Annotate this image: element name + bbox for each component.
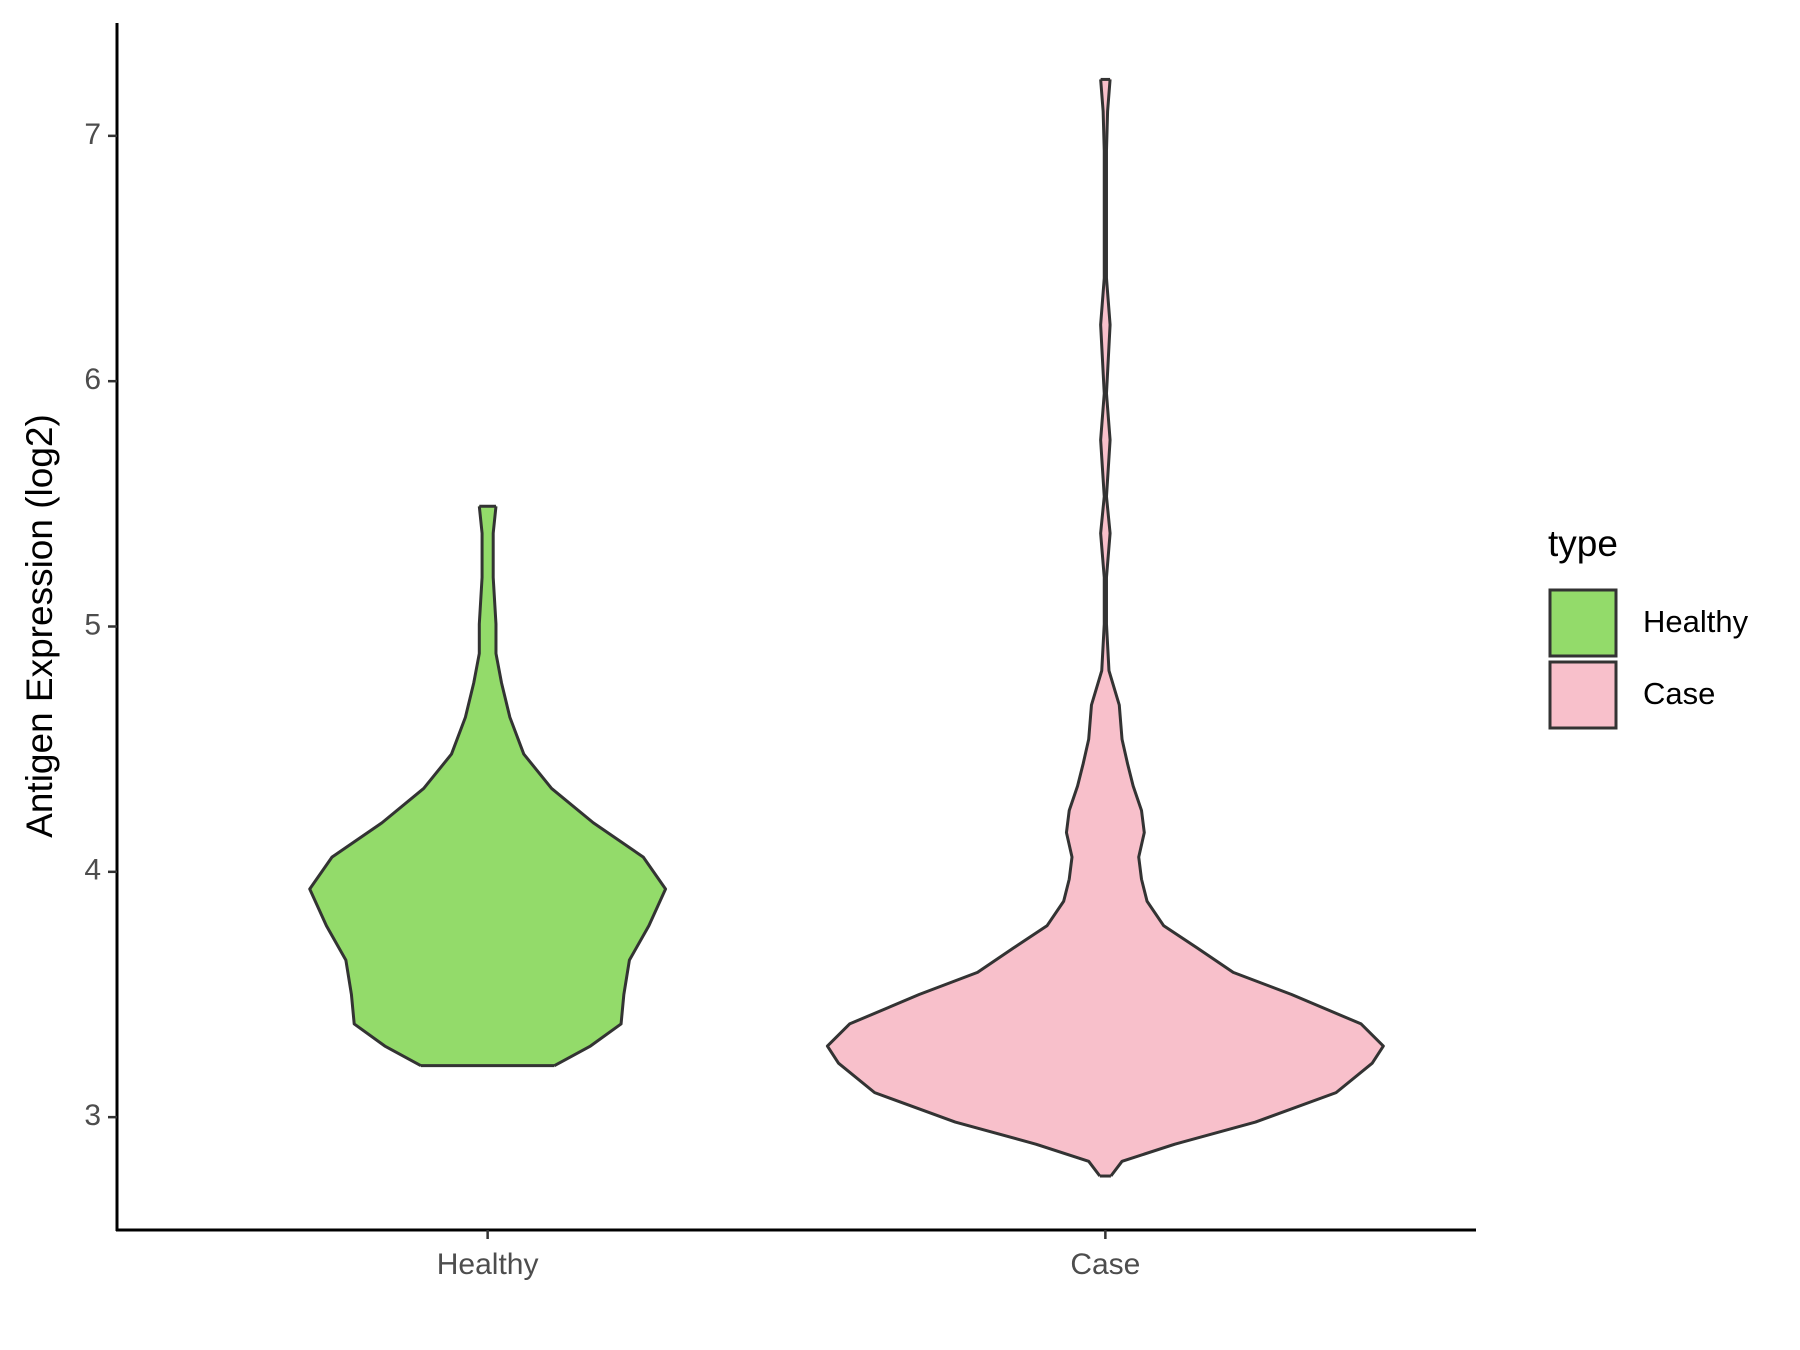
y-tick-label: 7 <box>84 118 101 151</box>
legend-label: Case <box>1643 676 1715 711</box>
violin-fill <box>309 505 667 1067</box>
x-tick-label: Healthy <box>437 1248 539 1281</box>
legend-key <box>1548 588 1618 658</box>
violin-right-edge <box>1104 79 1385 1177</box>
y-tick-label: 6 <box>84 363 101 396</box>
y-tick-label: 5 <box>84 608 101 641</box>
legend-label: Healthy <box>1643 604 1749 639</box>
x-tick-label: Case <box>1070 1248 1140 1281</box>
violin-left-edge <box>825 79 1106 1177</box>
y-axis-title: Antigen Expression (log2) <box>19 414 60 838</box>
violin-left-edge <box>308 506 484 1067</box>
y-tick-label: 4 <box>84 854 101 887</box>
violin-right-edge <box>491 506 668 1067</box>
legend-title: type <box>1548 523 1618 564</box>
legend-key <box>1548 660 1618 730</box>
y-tick-label: 3 <box>84 1099 101 1132</box>
